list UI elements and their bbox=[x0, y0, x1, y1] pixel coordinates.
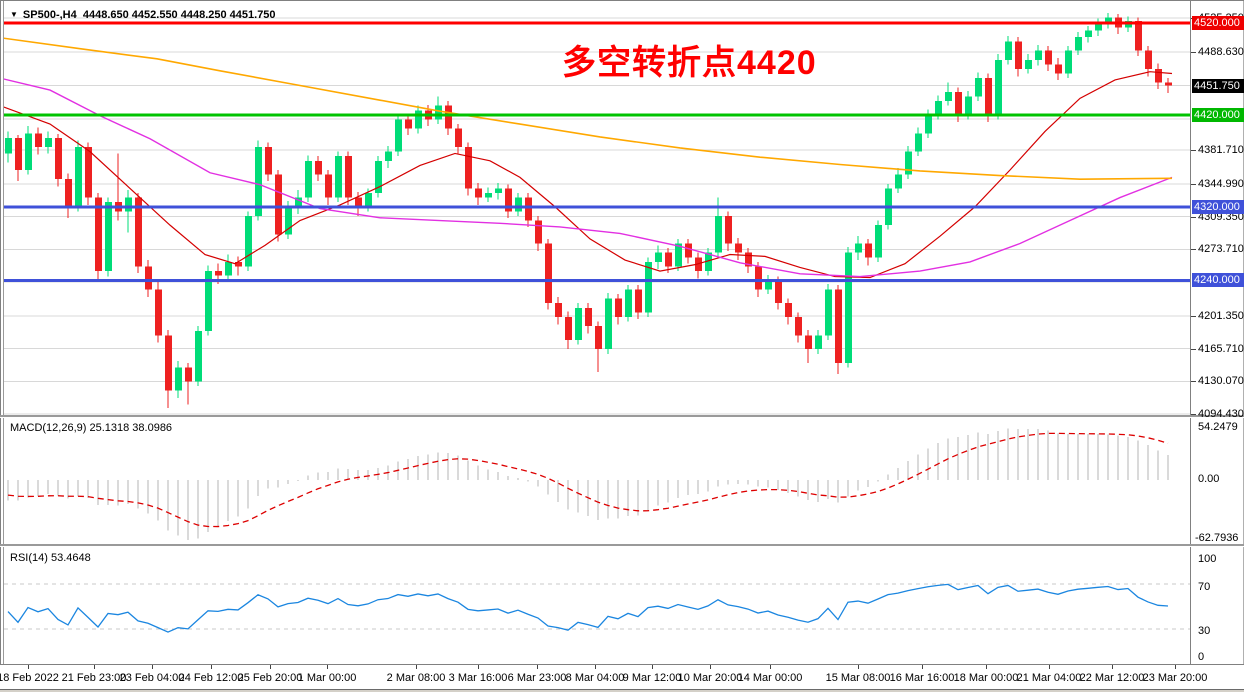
symbol-period-label: SP500-,H4 bbox=[22, 9, 77, 21]
time-tick-mark bbox=[327, 665, 328, 669]
time-tick-mark bbox=[478, 665, 479, 669]
time-tick-mark bbox=[1112, 665, 1113, 669]
ohlc-values: 4448.650 4452.550 4448.250 4451.750 bbox=[82, 9, 276, 21]
price-line-badge-4240.000[interactable]: 4240.000 bbox=[1192, 273, 1244, 288]
time-tick-mark bbox=[595, 665, 596, 669]
price-tick-mark bbox=[1191, 150, 1196, 152]
macd-indicator-label: MACD(12,26,9) 25.1318 38.0986 bbox=[10, 422, 173, 434]
rsi-line bbox=[7, 583, 1169, 633]
time-tick-mark bbox=[710, 665, 711, 669]
price-tick-label: 4488.630 bbox=[1198, 45, 1244, 58]
price-tick-label: 4344.990 bbox=[1198, 177, 1244, 190]
macd-axis-zero: 0.00 bbox=[1198, 473, 1220, 485]
price-line-badge-4451.750[interactable]: 4451.750 bbox=[1192, 78, 1244, 93]
time-label: 6 Mar 23:00 bbox=[507, 672, 567, 684]
time-label: 8 Mar 04:00 bbox=[565, 672, 625, 684]
panel-separator-main-macd[interactable] bbox=[0, 415, 1244, 418]
annotation-text[interactable]: 多空转折点4420 bbox=[562, 44, 817, 82]
rsi-axis-70: 70 bbox=[1198, 581, 1211, 593]
time-label: 15 Mar 08:00 bbox=[825, 672, 891, 684]
price-tick-mark bbox=[1191, 315, 1196, 317]
price-tick-mark bbox=[1191, 51, 1196, 53]
time-label: 22 Mar 12:00 bbox=[1079, 672, 1145, 684]
time-label: 24 Feb 12:00 bbox=[178, 672, 244, 684]
rsi-axis-0: 0 bbox=[1198, 651, 1205, 663]
time-tick-mark bbox=[28, 665, 29, 669]
time-label: 18 Feb 2022 bbox=[0, 672, 59, 684]
price-tick-mark bbox=[1191, 183, 1196, 185]
price-tick-mark bbox=[1191, 249, 1196, 251]
time-tick-mark bbox=[922, 665, 923, 669]
price-tick-label: 4165.710 bbox=[1198, 342, 1244, 355]
time-tick-mark bbox=[152, 665, 153, 669]
time-label: 9 Mar 12:00 bbox=[622, 672, 682, 684]
price-tick-mark bbox=[1191, 414, 1196, 415]
price-axis-divider bbox=[1190, 1, 1191, 664]
time-tick-mark bbox=[211, 665, 212, 669]
time-label: 23 Feb 04:00 bbox=[119, 672, 185, 684]
price-tick-label: 4130.070 bbox=[1198, 375, 1244, 388]
rsi-axis-100: 100 bbox=[1198, 553, 1217, 565]
price-tick-label: 4381.710 bbox=[1198, 144, 1244, 157]
window-left-border bbox=[0, 1, 1, 692]
time-label: 14 Mar 00:00 bbox=[737, 672, 803, 684]
time-axis[interactable]: 18 Feb 2022 21 Feb 23:00 23 Feb 04:00 24 Fe… bbox=[0, 664, 1244, 690]
time-tick-mark bbox=[270, 665, 271, 669]
time-tick-mark bbox=[416, 665, 417, 669]
time-tick-mark bbox=[94, 665, 95, 669]
panel-separator-macd-rsi[interactable] bbox=[0, 544, 1244, 547]
window-bottom-edge bbox=[0, 689, 1244, 692]
chart-title: ▼ SP500-,H4 4448.650 4452.550 4448.250 44… bbox=[10, 9, 276, 21]
chart-plot-area[interactable] bbox=[4, 4, 1190, 665]
time-label: 21 Mar 04:00 bbox=[1016, 672, 1082, 684]
price-tick-label: 4273.710 bbox=[1198, 243, 1244, 256]
macd-histogram bbox=[7, 428, 1169, 540]
macd-axis-max: 54.2479 bbox=[1198, 421, 1238, 433]
time-label: 23 Mar 20:00 bbox=[1142, 672, 1208, 684]
time-tick-mark bbox=[537, 665, 538, 669]
macd-signal-line bbox=[7, 432, 1169, 528]
time-label: 18 Mar 00:00 bbox=[953, 672, 1019, 684]
ma-fast-line bbox=[4, 71, 1173, 279]
price-line-badge-4520.000[interactable]: 4520.000 bbox=[1192, 16, 1244, 30]
ma-slow-line bbox=[4, 37, 1173, 180]
time-tick-mark bbox=[1049, 665, 1050, 669]
ma-mid-line bbox=[4, 78, 1173, 278]
rsi-indicator-label: RSI(14) 53.4648 bbox=[10, 552, 91, 564]
time-tick-mark bbox=[1175, 665, 1176, 669]
time-label: 2 Mar 08:00 bbox=[386, 672, 446, 684]
time-tick-mark bbox=[986, 665, 987, 669]
time-label: 10 Mar 20:00 bbox=[677, 672, 743, 684]
rsi-levels bbox=[4, 583, 1190, 630]
time-tick-mark bbox=[858, 665, 859, 669]
price-tick-label: 4094.430 bbox=[1198, 408, 1244, 420]
horizontal-lines bbox=[4, 21, 1190, 282]
price-tick-mark bbox=[1191, 348, 1196, 350]
symbol-dropdown-icon[interactable]: ▼ bbox=[10, 10, 18, 19]
time-tick-mark bbox=[770, 665, 771, 669]
price-scale[interactable]: 4525.2504488.6304381.7104344.9904309.350… bbox=[1190, 1, 1244, 664]
time-tick-mark bbox=[652, 665, 653, 669]
window-left-border-inner bbox=[3, 1, 4, 692]
price-tick-mark bbox=[1191, 216, 1196, 218]
price-line-badge-4320.000[interactable]: 4320.000 bbox=[1192, 199, 1244, 214]
time-label: 3 Mar 16:00 bbox=[448, 672, 508, 684]
time-label: 21 Feb 23:00 bbox=[61, 672, 127, 684]
price-tick-label: 4201.350 bbox=[1198, 309, 1244, 322]
rsi-axis-30: 30 bbox=[1198, 625, 1211, 637]
macd-axis-min: -62.7936 bbox=[1195, 532, 1239, 544]
time-label: 25 Feb 20:00 bbox=[237, 672, 303, 684]
price-line-badge-4420.000[interactable]: 4420.000 bbox=[1192, 107, 1244, 122]
time-label: 1 Mar 00:00 bbox=[297, 672, 357, 684]
price-tick-mark bbox=[1191, 381, 1196, 383]
time-label: 16 Mar 16:00 bbox=[889, 672, 955, 684]
